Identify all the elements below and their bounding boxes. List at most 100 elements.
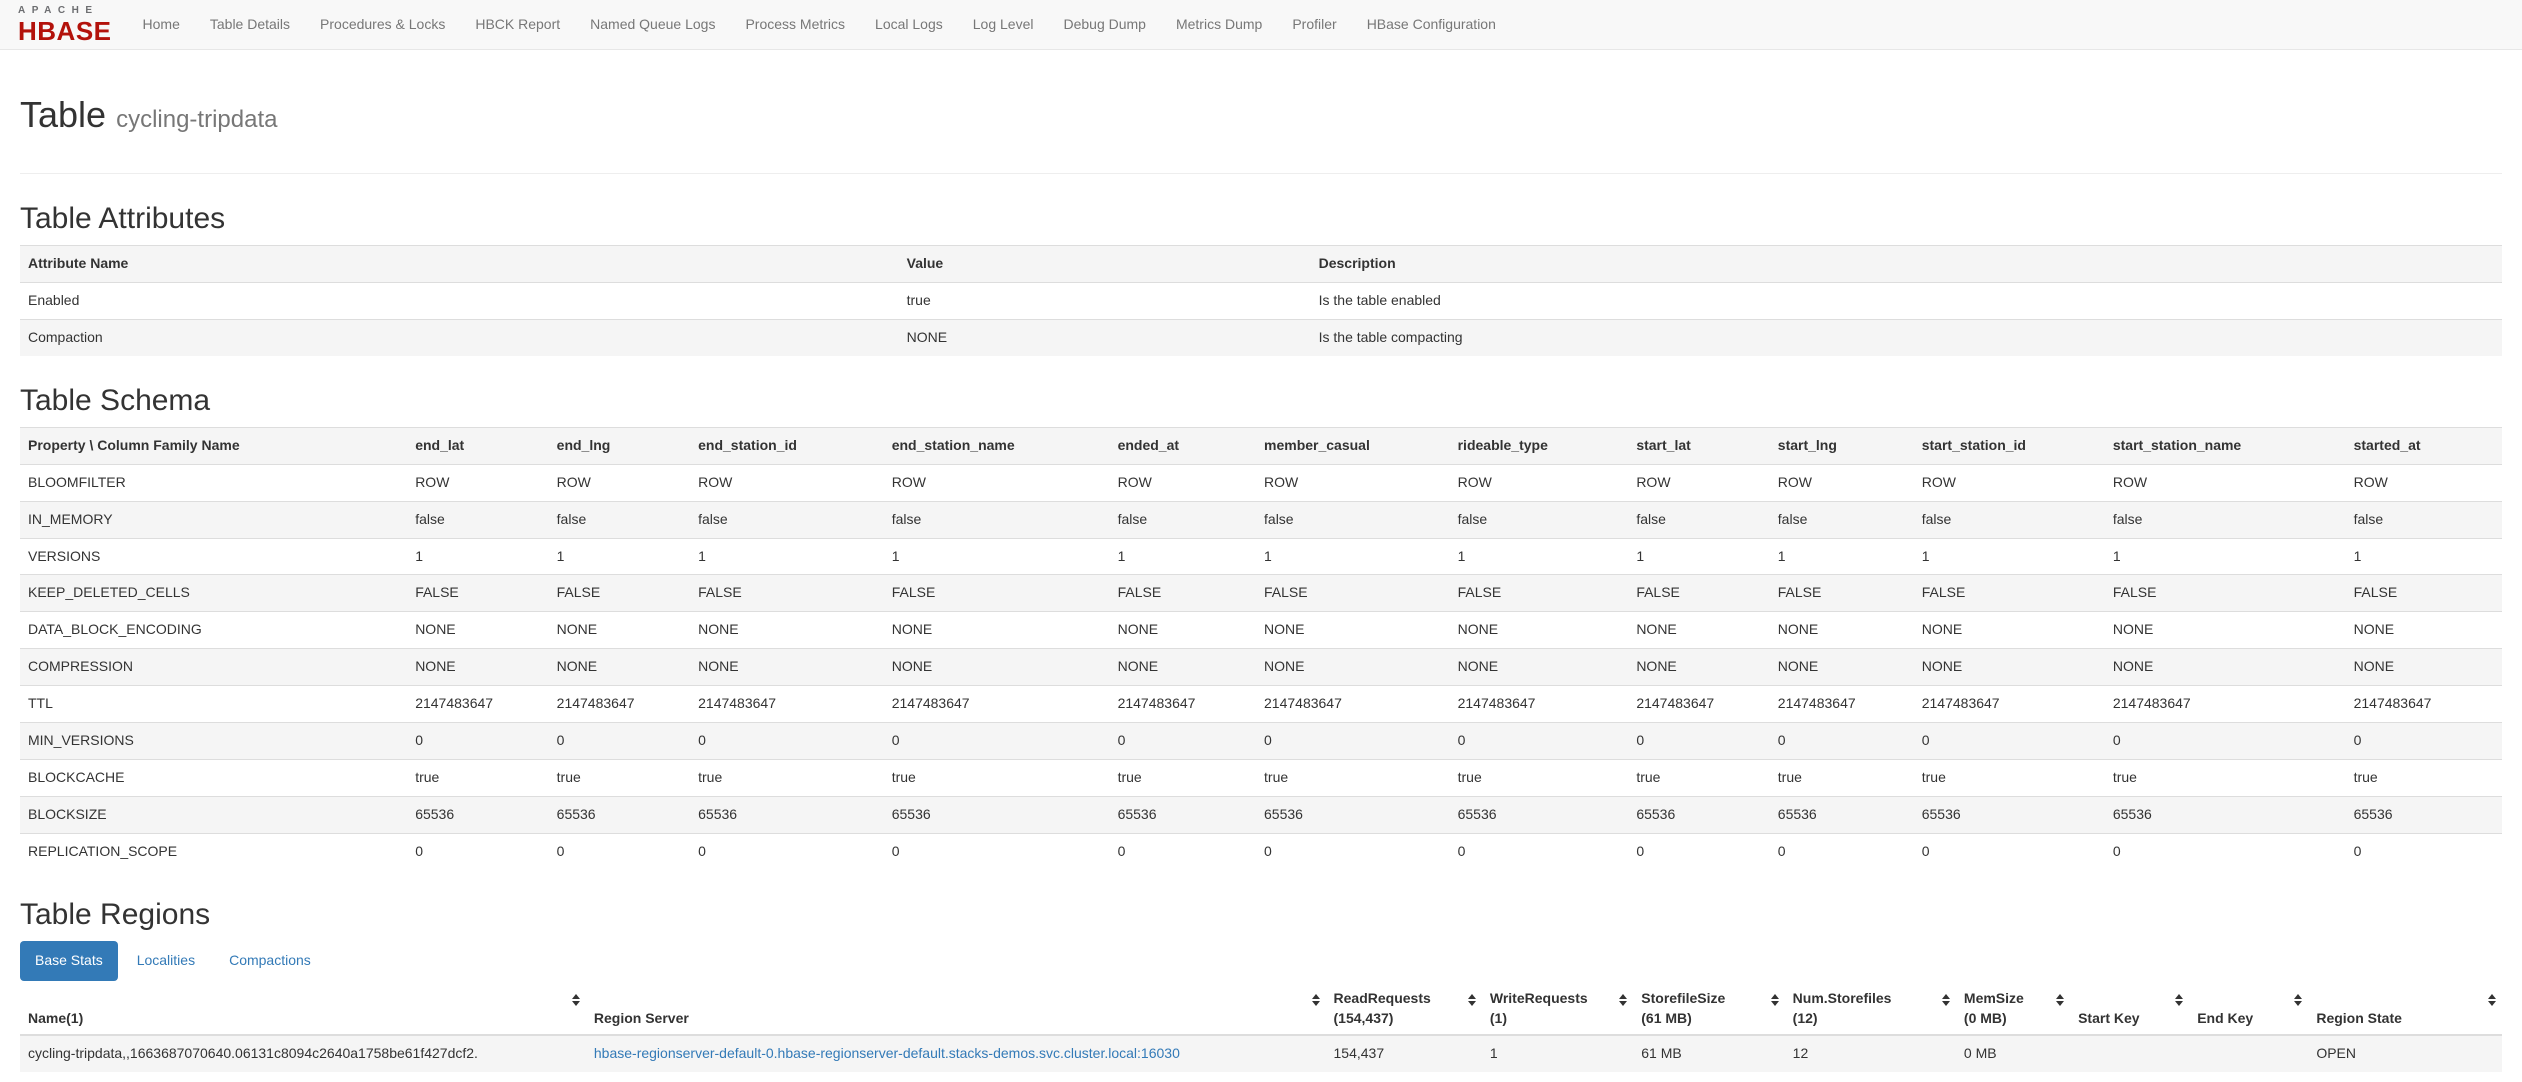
schema-property-cell: BLOCKCACHE <box>20 759 408 797</box>
schema-row: COMPRESSION NONE NONE NONE NONE NONE NONE NONE N… <box>20 648 2502 686</box>
schema-value-cell: NONE <box>1769 611 1914 649</box>
table-schema-section: Table Schema Property \ Column Family Na… <box>20 384 2502 871</box>
nav-item: Debug Dump <box>1048 0 1161 49</box>
schema-row: TTL 2147483647 2147483647 2147483647 2147483… <box>20 685 2502 723</box>
sort-icon[interactable] <box>1311 994 1320 1007</box>
nav-item-process-metrics[interactable]: Process Metrics <box>745 16 846 32</box>
schema-value-cell: false <box>2345 500 2502 538</box>
nav-item-home[interactable]: Home <box>142 16 180 32</box>
nav-item-table-details[interactable]: Table Details <box>209 16 291 32</box>
schema-value-cell: false <box>407 500 549 538</box>
hbase-logo[interactable]: APACHE HBASE <box>18 0 128 49</box>
schema-value-cell: 2147483647 <box>690 685 884 723</box>
schema-property-cell: BLOOMFILTER <box>20 463 408 502</box>
schema-value-cell: NONE <box>407 648 549 686</box>
schema-value-cell: ROW <box>548 463 691 502</box>
regions-col-label: (1) <box>1489 1010 1507 1027</box>
nav-item-local-logs[interactable]: Local Logs <box>875 16 943 32</box>
schema-value-cell: true <box>1256 759 1450 797</box>
schema-value-cell: false <box>1109 500 1257 538</box>
tab-compactions[interactable]: Compactions <box>229 952 311 969</box>
sort-icon[interactable] <box>2294 994 2303 1007</box>
sort-icon[interactable] <box>2175 994 2184 1007</box>
sort-up-arrow <box>2056 994 2065 1000</box>
tab-localities[interactable]: Localities <box>136 952 196 969</box>
nav-item: Log Level <box>958 0 1049 49</box>
sort-icon[interactable] <box>1467 994 1476 1007</box>
sort-down-arrow <box>2294 1001 2303 1007</box>
schema-value-cell: false <box>1769 500 1914 538</box>
nav-item-named-queue-logs[interactable]: Named Queue Logs <box>590 16 716 32</box>
schema-value-cell: 65536 <box>1256 796 1450 834</box>
schema-value-cell: 2147483647 <box>1109 685 1257 723</box>
region-row: cycling-tripdata,,1663687070640.06131c80… <box>20 1034 2502 1073</box>
schema-value-cell: 65536 <box>1769 796 1914 834</box>
nav-item-procedures-locks[interactable]: Procedures & Locks <box>320 16 446 32</box>
schema-value-cell: 1 <box>1913 537 2105 575</box>
schema-value-cell: 0 <box>883 833 1110 871</box>
schema-value-cell: FALSE <box>883 574 1110 612</box>
schema-value-cell: ROW <box>1913 463 2105 502</box>
nav-item-metrics-dump[interactable]: Metrics Dump <box>1175 16 1263 32</box>
sort-icon[interactable] <box>571 994 580 1007</box>
region-server-cell: hbase-regionserver-default-0.hbase-regio… <box>585 1034 1326 1073</box>
schema-row: REPLICATION_SCOPE 0 0 0 0 0 0 0 0 0 0 0 0 <box>20 833 2502 871</box>
schema-value-cell: FALSE <box>407 574 549 612</box>
schema-value-cell: 0 <box>1913 833 2105 871</box>
schema-family-header-member-casual: member_casual <box>1256 426 1450 465</box>
schema-value-cell: true <box>883 759 1110 797</box>
schema-value-cell: NONE <box>548 611 691 649</box>
schema-value-cell: NONE <box>407 611 549 649</box>
schema-family-header-rideable-type: rideable_type <box>1449 426 1629 465</box>
sort-icon[interactable] <box>2056 994 2065 1007</box>
schema-family-header-start-lat: start_lat <box>1628 426 1770 465</box>
nav-item: HBase Configuration <box>1352 0 1511 49</box>
schema-value-cell: FALSE <box>1769 574 1914 612</box>
schema-value-cell: ROW <box>1449 463 1629 502</box>
regions-col-end-key: End Key <box>2189 983 2309 1037</box>
schema-value-cell: 0 <box>1449 833 1629 871</box>
schema-heading: Table Schema <box>20 383 211 417</box>
schema-value-cell: 2147483647 <box>1913 685 2105 723</box>
nav-item-log-level[interactable]: Log Level <box>972 16 1034 32</box>
schema-value-cell: FALSE <box>2345 574 2502 612</box>
schema-property-cell: DATA_BLOCK_ENCODING <box>20 611 408 649</box>
table-attributes-section: Table Attributes Attribute Name Value Desc… <box>20 202 2502 356</box>
regions-col-label: Start Key <box>2078 1010 2140 1027</box>
sort-icon[interactable] <box>1941 994 1950 1007</box>
sort-icon[interactable] <box>2488 994 2496 1007</box>
table-name: cycling-tripdata <box>116 106 278 133</box>
read-requests-cell: 154,437 <box>1325 1034 1482 1073</box>
sort-up-arrow <box>571 994 580 1000</box>
schema-value-cell: 65536 <box>1449 796 1629 834</box>
sort-icon[interactable] <box>1619 994 1628 1007</box>
nav-item-debug-dump[interactable]: Debug Dump <box>1063 16 1146 32</box>
schema-value-cell: 0 <box>548 722 691 760</box>
schema-value-cell: NONE <box>2345 611 2502 649</box>
schema-value-cell: NONE <box>883 611 1110 649</box>
attribute-name-cell: Compaction <box>20 318 899 356</box>
schema-value-cell: 65536 <box>2104 796 2346 834</box>
schema-value-cell: 1 <box>1256 537 1450 575</box>
page-title-text: Table <box>20 94 107 135</box>
sort-icon[interactable] <box>1770 994 1779 1007</box>
region-server-link[interactable]: hbase-regionserver-default-0.hbase-regio… <box>593 1045 1180 1062</box>
schema-value-cell: 65536 <box>690 796 884 834</box>
nav-item-hbase-configuration[interactable]: HBase Configuration <box>1366 16 1496 32</box>
schema-value-cell: 1 <box>1109 537 1257 575</box>
schema-value-cell: 1 <box>548 537 691 575</box>
tab-base-stats[interactable]: Base Stats <box>20 941 118 982</box>
page-header: Table cycling-tripdata <box>20 95 2502 174</box>
schema-value-cell: 1 <box>2104 537 2346 575</box>
schema-value-cell: false <box>883 500 1110 538</box>
schema-value-cell: 1 <box>2345 537 2502 575</box>
nav-item-hbck-report[interactable]: HBCK Report <box>475 16 561 32</box>
schema-value-cell: NONE <box>1628 648 1770 686</box>
attribute-description-cell: Is the table enabled <box>1310 281 2502 320</box>
regions-col-start-key: Start Key <box>2070 983 2190 1037</box>
schema-property-cell: KEEP_DELETED_CELLS <box>20 574 408 612</box>
regions-col-storefilesize: StorefileSize (61 MB) <box>1633 983 1785 1037</box>
nav-item-profiler[interactable]: Profiler <box>1292 16 1337 32</box>
schema-family-header-ended-at: ended_at <box>1109 426 1257 465</box>
schema-corner-header: Property \ Column Family Name <box>20 426 408 465</box>
